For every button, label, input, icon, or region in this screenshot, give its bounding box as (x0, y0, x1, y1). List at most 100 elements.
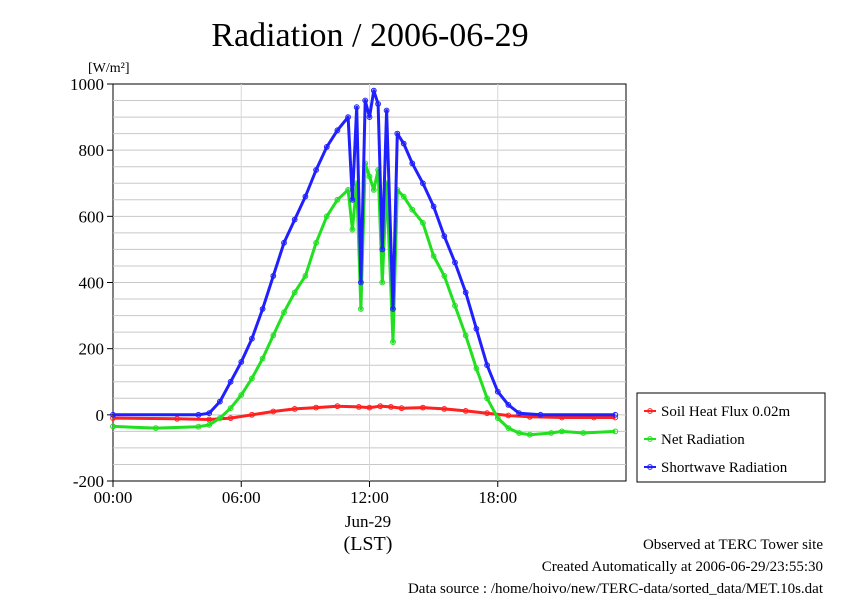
data-point (366, 173, 373, 180)
data-point (420, 180, 426, 187)
legend-marker (647, 436, 653, 442)
data-point (152, 425, 159, 432)
data-point (349, 196, 356, 203)
data-point (409, 206, 416, 213)
data-point (302, 273, 309, 279)
data-point (110, 423, 116, 430)
data-point (462, 289, 469, 296)
x-axis-label: (LST) (344, 533, 393, 555)
data-point (291, 406, 298, 412)
legend-box (636, 392, 826, 483)
data-point (379, 246, 386, 253)
data-point (452, 259, 458, 266)
data-point (516, 430, 522, 436)
data-point (313, 239, 320, 246)
series-layer (110, 87, 619, 438)
data-point (473, 365, 480, 372)
data-point (559, 428, 565, 435)
data-point (238, 392, 245, 398)
data-point (195, 423, 202, 430)
y-tick-label: 600 (79, 207, 105, 226)
legend-marker (647, 464, 653, 470)
data-point (462, 408, 469, 414)
data-point (281, 309, 287, 316)
data-point (505, 425, 512, 432)
data-point (612, 428, 619, 435)
series-2 (110, 87, 619, 418)
data-point (420, 404, 426, 411)
data-point (516, 410, 522, 417)
data-point (390, 306, 396, 312)
series-1 (110, 160, 619, 438)
series-line (112, 404, 616, 421)
data-point (291, 289, 298, 296)
data-point (323, 144, 330, 150)
data-point (473, 325, 480, 332)
x-tick-label: 18:00 (478, 488, 517, 507)
data-point (441, 406, 448, 412)
data-point (580, 430, 587, 436)
data-point (110, 411, 116, 418)
footer-data-source: Data source : /home/hoivo/new/TERC-data/… (408, 581, 824, 595)
data-point (302, 193, 309, 200)
data-point (313, 167, 320, 173)
chart-title: Radiation / 2006-06-29 (211, 17, 528, 54)
data-point (249, 335, 255, 342)
data-point (270, 408, 277, 415)
legend: Soil Heat Flux 0.02m Net Radiation Shortwa… (636, 392, 826, 483)
footer-observed: Observed at TERC Tower site (643, 537, 823, 553)
data-point (462, 332, 469, 339)
data-point (313, 404, 320, 411)
series-line (113, 89, 616, 417)
data-point (537, 411, 544, 418)
data-point (227, 378, 234, 385)
x-axis-date-label: Jun-29 (345, 512, 391, 531)
data-point (362, 97, 369, 104)
x-tick-label: 00:00 (94, 488, 133, 507)
data-point (370, 87, 377, 94)
data-point (394, 130, 401, 137)
data-point (349, 226, 356, 233)
data-point (505, 402, 512, 408)
data-point (390, 339, 396, 346)
data-point (227, 405, 234, 412)
data-point (334, 127, 341, 134)
y-tick-label: 1000 (70, 75, 104, 94)
data-point (400, 193, 407, 200)
data-point (259, 355, 266, 362)
data-point (420, 220, 426, 226)
data-point (379, 279, 386, 286)
data-point (612, 411, 619, 418)
y-axis-unit: [W/m²] (88, 61, 130, 76)
y-tick-label: 800 (79, 141, 105, 160)
legend-label: Shortwave Radiation (661, 460, 788, 476)
data-point (249, 375, 255, 382)
data-point (323, 213, 330, 220)
data-point (484, 362, 491, 369)
data-point (494, 415, 501, 422)
data-point (398, 405, 405, 412)
data-point (441, 233, 448, 240)
data-point (353, 104, 360, 111)
legend-label: Net Radiation (661, 432, 745, 448)
x-tick-label: 06:00 (222, 488, 261, 507)
data-point (195, 411, 202, 418)
data-point (400, 140, 407, 147)
legend-marker (647, 408, 653, 414)
data-point (383, 107, 390, 114)
y-axis-ticks: -200 0 200 400 600 800 1000 (70, 75, 113, 491)
data-point (377, 403, 384, 410)
data-point (345, 114, 352, 120)
data-point (206, 410, 213, 417)
data-point (430, 203, 437, 210)
data-point (358, 306, 364, 312)
data-point (505, 412, 512, 419)
x-axis-ticks: 00:00 06:00 12:00 18:00 (94, 481, 517, 507)
data-point (358, 279, 364, 286)
y-tick-label: 0 (96, 406, 105, 425)
data-point (206, 421, 213, 428)
data-point (548, 430, 555, 436)
data-point (174, 415, 181, 422)
grid-lines (113, 84, 626, 481)
